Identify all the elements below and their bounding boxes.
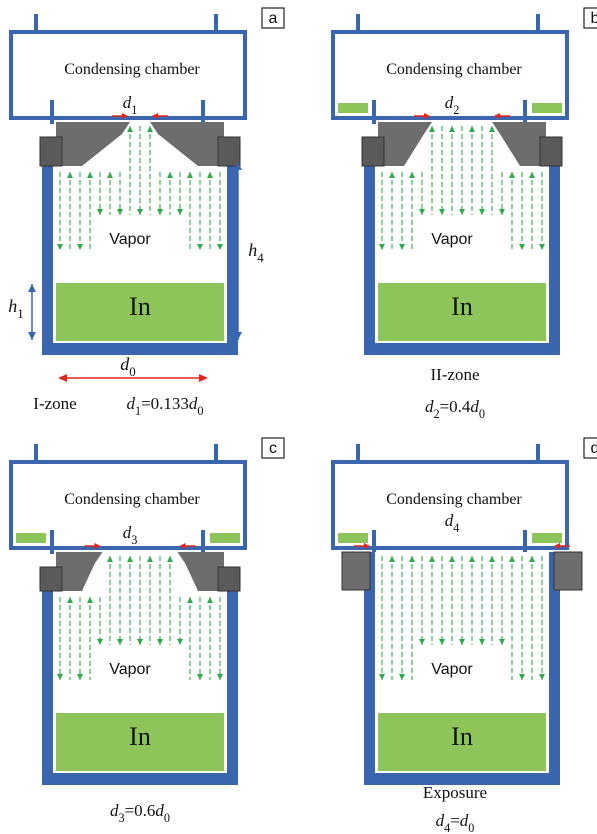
side-block xyxy=(362,137,384,166)
chamber-label: Condensing chamber xyxy=(64,491,200,508)
chamber-label: Condensing chamber xyxy=(386,61,522,78)
vapor-arrow xyxy=(147,556,153,562)
panel: Condensing chamberdInVapord4Exposured4=d… xyxy=(333,438,597,834)
caption: II-zone xyxy=(430,365,479,384)
vapor-arrow xyxy=(449,126,455,132)
side-block xyxy=(218,567,240,591)
vapor-arrow xyxy=(127,126,133,132)
vapor-label: Vapor xyxy=(431,231,473,248)
vapor-label: Vapor xyxy=(109,661,151,678)
vapor-arrow xyxy=(469,126,475,132)
panel-label: d xyxy=(591,440,597,457)
caption: I-zone xyxy=(33,394,76,413)
side-block xyxy=(40,567,62,591)
dim-arrowhead xyxy=(58,374,67,382)
vapor-arrow xyxy=(107,556,113,562)
condensate xyxy=(338,533,368,543)
side-block xyxy=(342,552,370,590)
material-label: In xyxy=(451,722,473,751)
panel: Condensing chamberaInVapord1h1h4d0I-zone… xyxy=(8,8,284,418)
caption: d2=0.4d0 xyxy=(425,397,485,421)
vapor-arrow xyxy=(127,556,133,562)
vapor-label: Vapor xyxy=(109,231,151,248)
panel: Condensing chamberbInVapord2II-zoned2=0.… xyxy=(333,8,597,421)
dim-arrowhead xyxy=(28,332,36,340)
vapor-arrow xyxy=(489,126,495,132)
dimension-label: h1 xyxy=(8,296,23,321)
vapor-arrow xyxy=(167,556,173,562)
chamber-label: Condensing chamber xyxy=(386,491,522,508)
caption: d1=0.133d0 xyxy=(126,394,203,418)
side-block xyxy=(218,137,240,166)
condensate xyxy=(532,103,562,113)
cone-lid xyxy=(378,122,432,166)
panel-label: a xyxy=(269,10,278,27)
condensate xyxy=(532,533,562,543)
material-label: In xyxy=(129,722,151,751)
condensate xyxy=(16,533,46,543)
panel-label: c xyxy=(269,440,277,457)
vapor-label: Vapor xyxy=(431,661,473,678)
material-label: In xyxy=(451,292,473,321)
panel-label: b xyxy=(591,10,597,27)
caption: d4=d0 xyxy=(436,811,475,834)
caption: Exposure xyxy=(423,783,487,802)
dimension-label: h4 xyxy=(248,240,264,265)
side-block xyxy=(40,137,62,166)
condensate xyxy=(210,533,240,543)
cone-lid xyxy=(150,122,224,166)
side-block xyxy=(540,137,562,166)
cone-lid xyxy=(56,122,130,166)
dimension-label: d0 xyxy=(120,354,135,379)
side-block xyxy=(554,552,582,590)
caption: d3=0.6d0 xyxy=(110,801,170,825)
cone-lid xyxy=(492,122,546,166)
chamber-label: Condensing chamber xyxy=(64,61,200,78)
dim-arrowhead xyxy=(28,284,36,292)
condensate xyxy=(338,103,368,113)
material-label: In xyxy=(129,292,151,321)
vapor-arrow xyxy=(147,126,153,132)
vapor-arrow xyxy=(429,126,435,132)
dim-arrowhead xyxy=(199,374,208,382)
figure: Condensing chamberaInVapord1h1h4d0I-zone… xyxy=(0,0,597,834)
